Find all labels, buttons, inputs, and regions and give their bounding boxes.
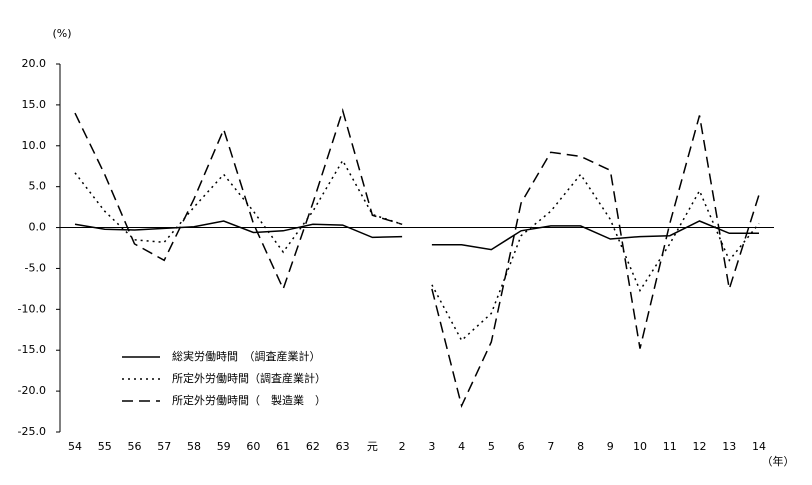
- series-line: [74, 108, 403, 291]
- x-tick-label: 62: [306, 440, 320, 453]
- legend-label: 所定外労働時間（ 製造業 ）: [172, 393, 326, 407]
- x-tick-label: 54: [68, 440, 82, 453]
- y-tick-label: -15.0: [18, 343, 46, 356]
- x-tick-label: 14: [752, 440, 766, 453]
- legend-label: 総実労働時間 （調査産業計）: [172, 349, 321, 363]
- x-tick-label: 5: [488, 440, 495, 453]
- x-tick-label: 9: [607, 440, 614, 453]
- x-tick-label: 10: [633, 440, 647, 453]
- series-line: [431, 115, 760, 409]
- y-tick-label: -20.0: [18, 384, 46, 397]
- x-tick-label: 4: [458, 440, 465, 453]
- x-tick-label: 61: [276, 440, 290, 453]
- x-tick-label: 7: [547, 440, 554, 453]
- x-tick-label: 58: [187, 440, 201, 453]
- x-tick-label: 8: [577, 440, 584, 453]
- y-tick-label: 10.0: [22, 139, 47, 152]
- y-tick-label: -25.0: [18, 425, 46, 438]
- x-tick-label: 60: [246, 440, 260, 453]
- x-tick-label: 57: [157, 440, 171, 453]
- x-tick-label: 11: [663, 440, 677, 453]
- y-tick-label: 0.0: [29, 221, 47, 234]
- series-line: [74, 158, 403, 254]
- x-tick-label: 元: [367, 440, 378, 453]
- y-tick-label: 20.0: [22, 57, 47, 70]
- y-tick-label: 15.0: [22, 98, 47, 111]
- y-tick-label: 5.0: [29, 180, 47, 193]
- y-unit: (%): [52, 27, 71, 40]
- x-tick-label: 12: [693, 440, 707, 453]
- x-tick-label: 2: [399, 440, 406, 453]
- x-tick-label: 63: [336, 440, 350, 453]
- y-tick-label: -10.0: [18, 302, 46, 315]
- y-tick-label: -5.0: [25, 261, 46, 274]
- series-line: [74, 220, 403, 239]
- series-line: [431, 220, 759, 251]
- series-line: [431, 173, 760, 342]
- x-tick-label: 6: [518, 440, 525, 453]
- legend-label: 所定外労働時間（調査産業計）: [172, 371, 326, 385]
- x-tick-label: 55: [98, 440, 112, 453]
- x-tick-label: 3: [428, 440, 435, 453]
- x-tick-label: 59: [217, 440, 231, 453]
- x-tick-label: 56: [127, 440, 141, 453]
- x-unit: （年）: [762, 454, 795, 468]
- x-tick-label: 13: [722, 440, 736, 453]
